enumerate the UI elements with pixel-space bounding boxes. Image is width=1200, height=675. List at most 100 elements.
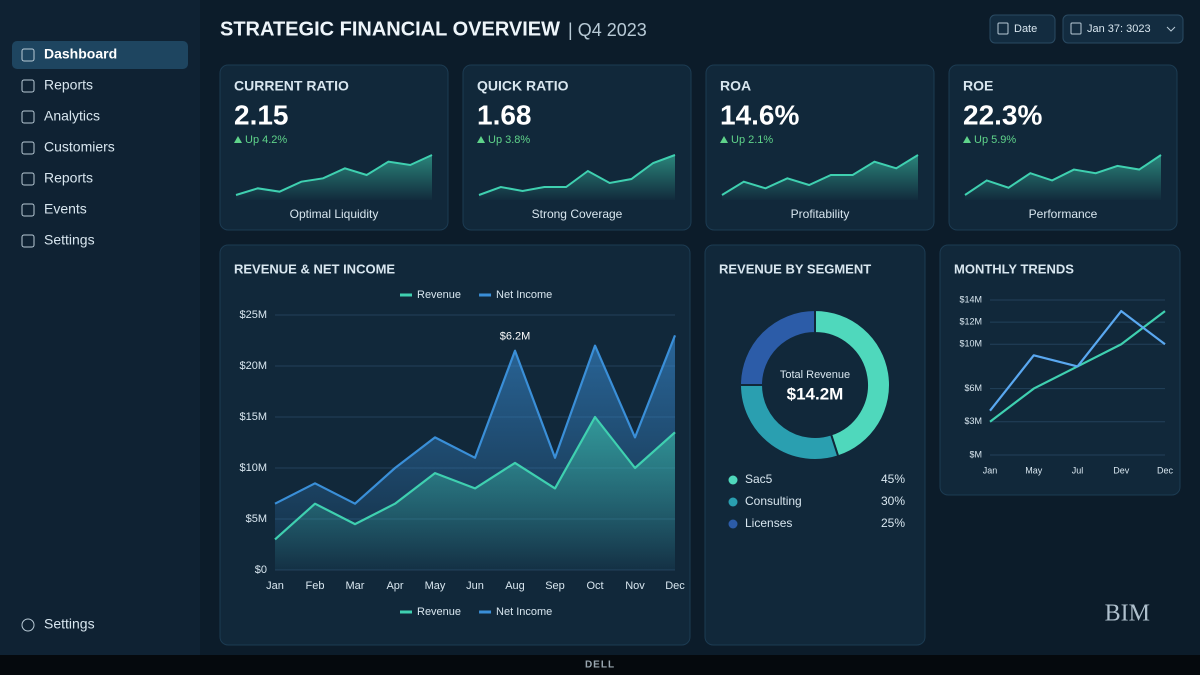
legend-dot — [728, 475, 738, 485]
series-area — [275, 417, 675, 570]
kpi-label: Optimal Liquidity — [290, 207, 379, 221]
kpi-label: Strong Coverage — [532, 207, 623, 221]
chart-title: REVENUE BY SEGMENT — [719, 261, 871, 276]
monitor-brand: DELL — [585, 660, 615, 671]
x-tick-label: Aug — [505, 580, 525, 592]
donut-center-value: $14.2M — [787, 384, 844, 403]
y-tick-label: $14M — [959, 294, 982, 304]
segment-share: 30% — [881, 494, 905, 508]
kpi-title: QUICK RATIO — [477, 78, 569, 94]
kpi-change: Up 4.2% — [245, 134, 287, 146]
y-tick-label: $6M — [964, 383, 982, 393]
legend-label: Net Income — [496, 606, 552, 618]
x-tick-label: May — [425, 580, 446, 592]
date-filter-label: Date — [1014, 23, 1037, 35]
nav-icon — [21, 79, 35, 93]
nav-icon — [21, 203, 35, 217]
dropdown-caret — [1166, 26, 1176, 32]
x-tick-label: Sep — [545, 580, 565, 592]
nav-active — [12, 41, 188, 69]
nav-item[interactable]: Dashboard — [44, 46, 117, 62]
kpi-value: 1.68 — [477, 99, 532, 130]
x-tick-label: Dec — [665, 580, 685, 592]
series-line — [274, 415, 676, 541]
x-tick-label: Oct — [586, 580, 603, 592]
nav-item[interactable]: Analytics — [44, 108, 100, 124]
x-tick-label: Jan — [983, 465, 998, 475]
x-tick-label: Jan — [266, 580, 284, 592]
nav-item[interactable]: Settings — [44, 232, 95, 248]
up-arrow — [720, 136, 728, 143]
x-tick-label: Jun — [466, 580, 484, 592]
sparkline-area — [722, 155, 918, 200]
nav-item[interactable]: Reports — [44, 77, 93, 93]
legend-label: Net Income — [496, 289, 552, 301]
donut-center-label: Total Revenue — [780, 369, 850, 381]
nav-item[interactable]: Settings — [44, 616, 95, 632]
legend-dot — [728, 519, 738, 529]
sparkline — [964, 154, 1162, 196]
x-tick-label: Mar — [346, 580, 365, 592]
nav-item[interactable]: Reports — [44, 170, 93, 186]
x-tick-label: Feb — [306, 580, 325, 592]
legend-dot — [728, 497, 738, 507]
kpi-title: CURRENT RATIO — [234, 78, 349, 94]
legend-label: Revenue — [417, 289, 461, 301]
y-tick-label: $0 — [255, 564, 267, 576]
up-arrow — [234, 136, 242, 143]
kpi-label: Performance — [1029, 207, 1098, 221]
chart-title: REVENUE & NET INCOME — [234, 261, 395, 276]
kpi-label: Profitability — [791, 207, 850, 221]
up-arrow — [963, 136, 971, 143]
y-tick-label: $15M — [239, 411, 267, 423]
series-line — [274, 334, 677, 505]
x-tick-label: Dec — [1157, 465, 1174, 475]
donut-segment — [814, 308, 891, 458]
nav-icon — [21, 234, 35, 248]
date-picker-value: Jan 37: 3023 — [1087, 23, 1151, 35]
date-filter[interactable] — [989, 14, 1056, 44]
y-tick-label: $20M — [239, 360, 267, 372]
nav-item[interactable]: Customiers — [44, 139, 115, 155]
segment-share: 25% — [881, 516, 905, 530]
date-picker[interactable] — [1062, 14, 1184, 44]
legend-label: Consulting — [745, 494, 802, 508]
kpi-title: ROA — [720, 78, 751, 94]
page-title: STRATEGIC FINANCIAL OVERVIEW — [220, 18, 560, 40]
sparkline — [235, 154, 433, 196]
y-tick-label: $25M — [239, 309, 267, 321]
x-tick-label: Apr — [386, 580, 403, 592]
up-arrow — [477, 136, 485, 143]
monitor-bezel — [0, 655, 1200, 675]
calendar-icon — [1070, 22, 1082, 35]
y-tick-label: $M — [969, 449, 982, 459]
y-tick-label: $10M — [239, 462, 267, 474]
annotation: $6.2M — [500, 331, 531, 343]
x-tick-label: Jul — [1072, 465, 1084, 475]
segment-share: 45% — [881, 472, 905, 486]
brand-logo: BIM — [1105, 601, 1150, 627]
kpi-change: Up 3.8% — [488, 134, 530, 146]
kpi-change: Up 5.9% — [974, 134, 1016, 146]
legend-label: Licenses — [745, 516, 792, 530]
nav-icon — [21, 110, 35, 124]
donut-segment — [738, 308, 816, 386]
kpi-change: Up 2.1% — [731, 134, 773, 146]
nav-icon — [21, 618, 35, 632]
legend-label: Revenue — [417, 606, 461, 618]
sparkline-area — [965, 155, 1161, 200]
kpi-value: 14.6% — [720, 99, 799, 130]
nav-icon — [21, 141, 35, 155]
calendar-icon — [997, 22, 1009, 35]
sparkline — [721, 154, 919, 196]
kpi-value: 22.3% — [963, 99, 1042, 130]
x-tick-label: May — [1025, 465, 1043, 475]
y-tick-label: $3M — [964, 416, 982, 426]
chart-title: MONTHLY TRENDS — [954, 261, 1074, 276]
sparkline — [478, 154, 676, 196]
y-tick-label: $12M — [959, 317, 982, 327]
nav-item[interactable]: Events — [44, 201, 87, 217]
series-line — [989, 309, 1166, 412]
chart-card — [939, 244, 1181, 496]
